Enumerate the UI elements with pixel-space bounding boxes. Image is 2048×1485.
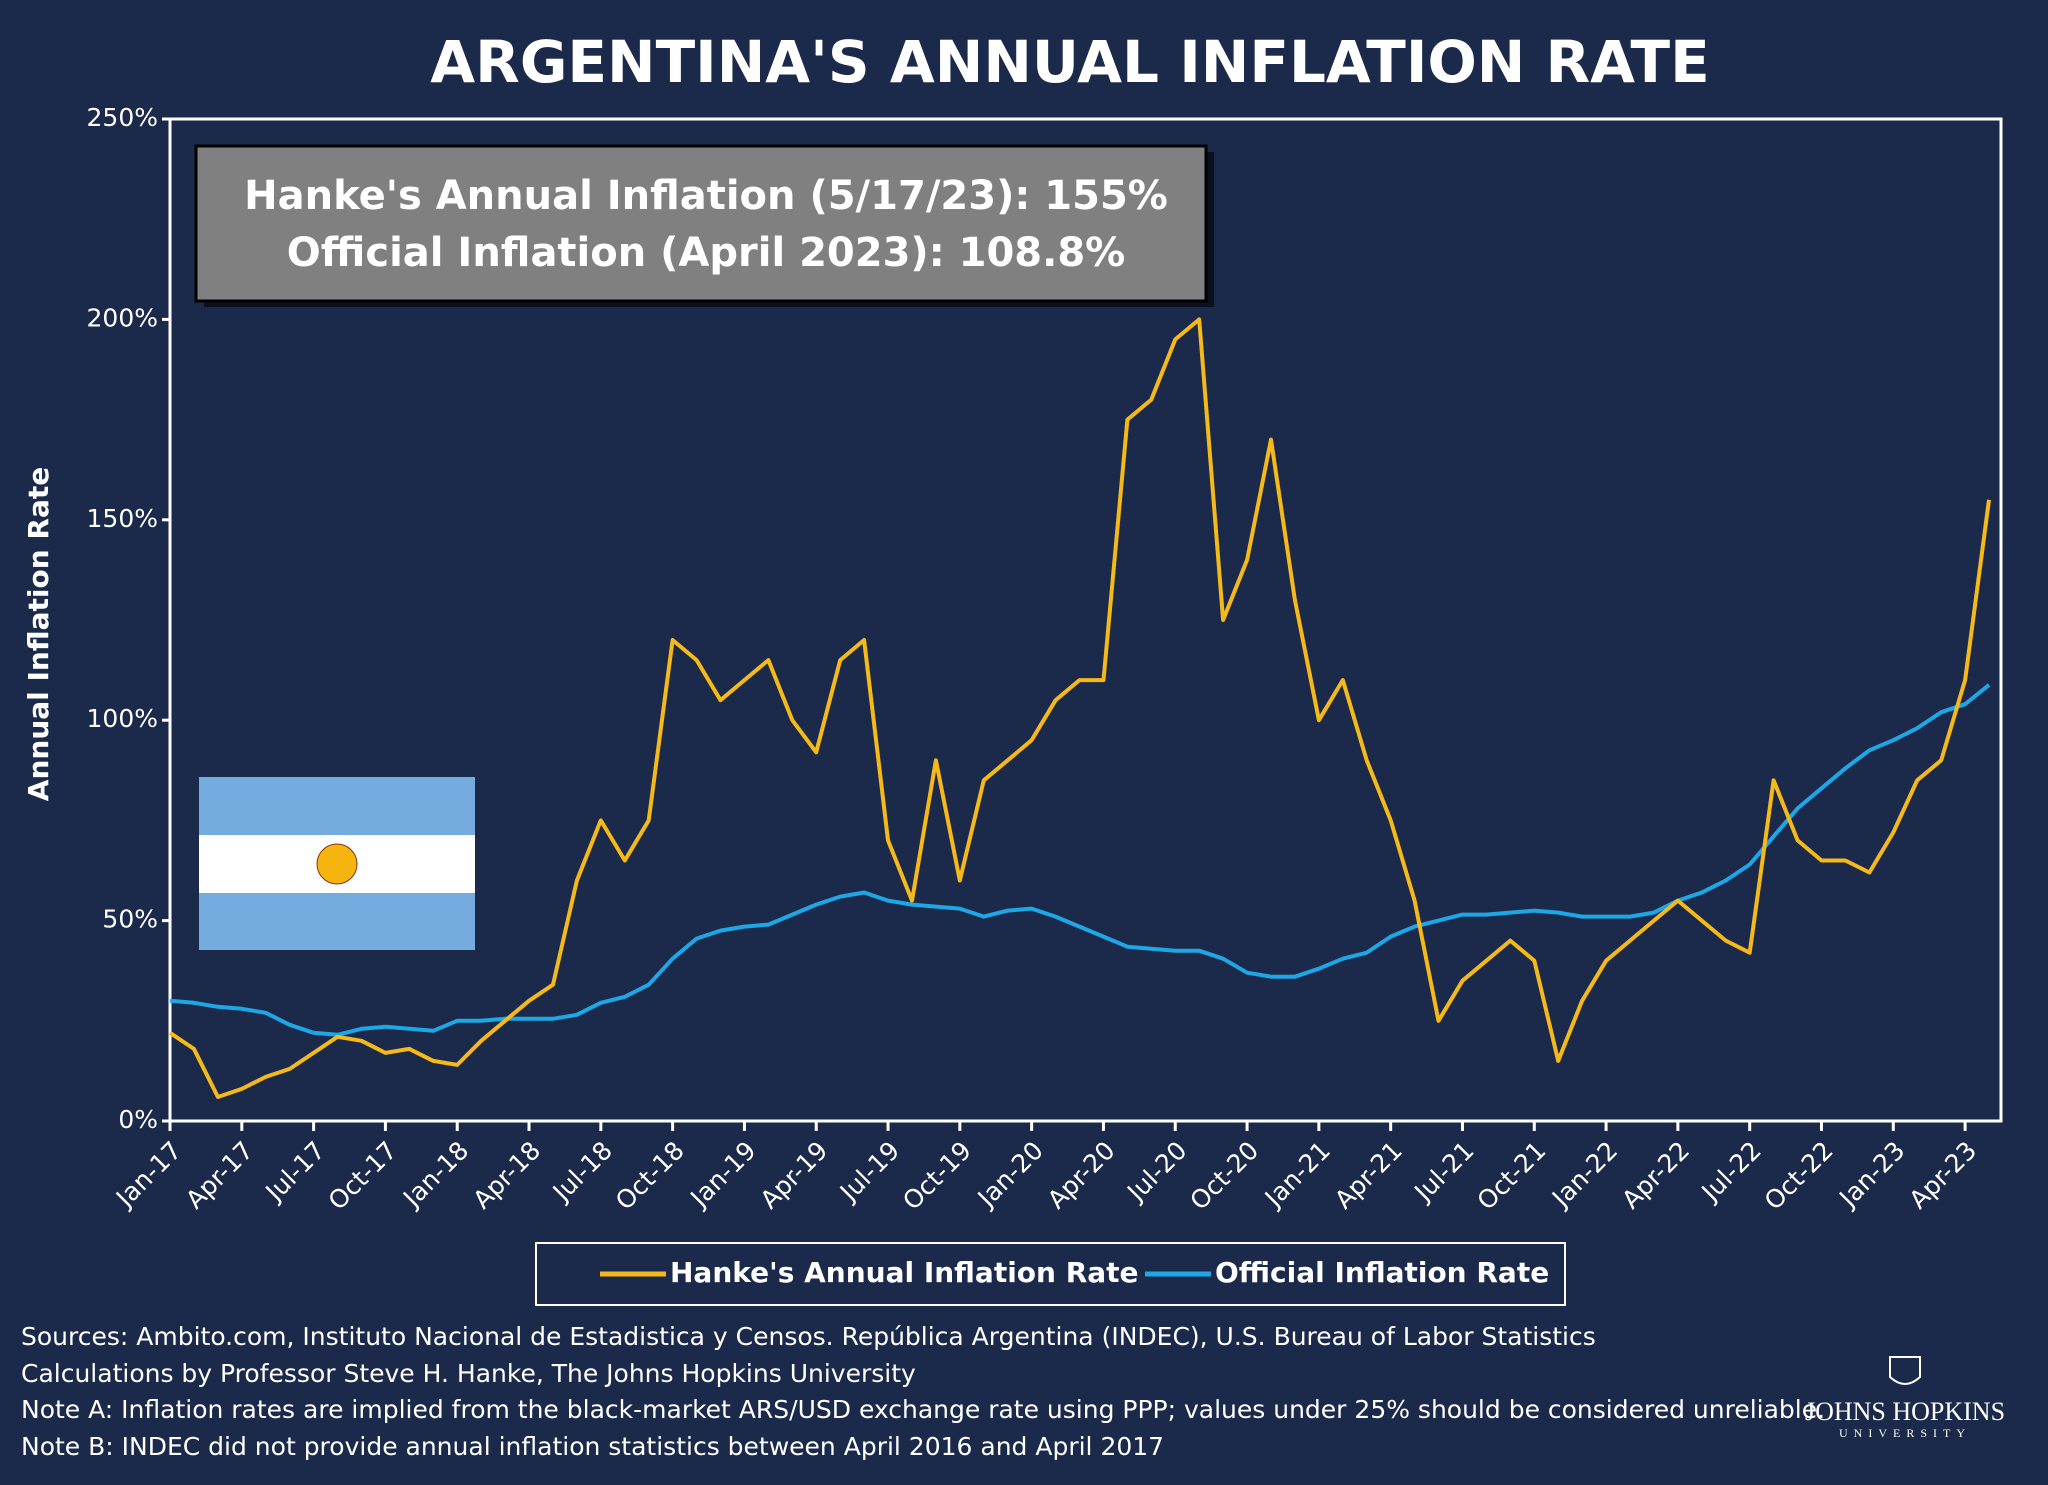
logo-shield (1889, 1356, 1921, 1385)
y-tick-label: 0% (118, 1105, 158, 1134)
flag-stripe (199, 777, 475, 835)
y-tick-label: 50% (102, 905, 158, 934)
series-line (169, 683, 1991, 1037)
legend-label: Hanke's Annual Inflation Rate (670, 1256, 1139, 1289)
flag-stripe (199, 893, 475, 950)
annotation-text: Hanke's Annual Inflation (5/17/23): 155% (244, 173, 1168, 219)
flag (199, 777, 475, 950)
legend-box (535, 1242, 1566, 1306)
note: Note A: Inflation rates are implied from… (21, 1395, 1825, 1424)
annotation-box (194, 144, 1208, 303)
flag-sun (316, 843, 358, 885)
note: Calculations by Professor Steve H. Hanke… (21, 1359, 916, 1388)
y-axis-label: Annual Inflation Rate (22, 467, 55, 801)
note: Sources: Ambito.com, Instituto Nacional … (21, 1322, 1596, 1351)
y-tick-label: 150% (87, 504, 158, 533)
logo-text: UNIVERSITY (1839, 1426, 1971, 1440)
annotation-text: Official Inflation (April 2023): 108.8% (287, 230, 1125, 276)
y-tick-label: 250% (87, 103, 158, 132)
y-tick-label: 100% (87, 704, 158, 733)
plot-frame (168, 117, 2003, 1123)
y-tick-label: 200% (87, 303, 158, 332)
notes: Sources: Ambito.com, Instituto Nacional … (21, 1322, 1825, 1461)
note: Note B: INDEC did not provide annual inf… (21, 1432, 1164, 1461)
logo-text: JOHNS HOPKINS (1805, 1397, 2005, 1426)
series-line (168, 317, 1991, 1099)
chart-title: ARGENTINA'S ANNUAL INFLATION RATE (430, 28, 1709, 96)
legend-label: Official Inflation Rate (1215, 1256, 1549, 1289)
